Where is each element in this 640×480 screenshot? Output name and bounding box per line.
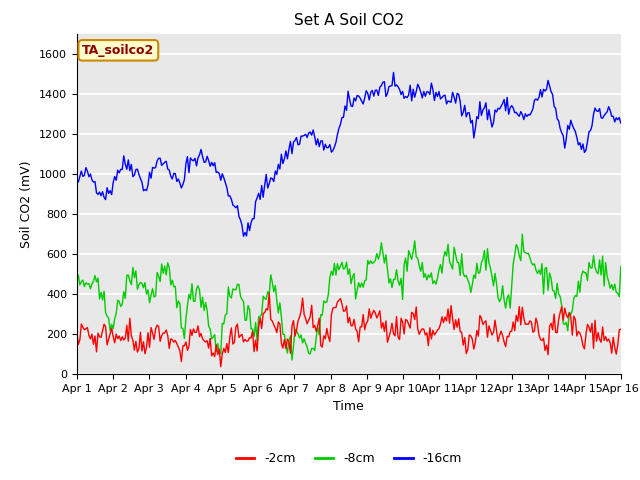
Legend: -2cm, -8cm, -16cm: -2cm, -8cm, -16cm bbox=[230, 447, 467, 470]
X-axis label: Time: Time bbox=[333, 400, 364, 413]
Title: Set A Soil CO2: Set A Soil CO2 bbox=[294, 13, 404, 28]
Text: TA_soilco2: TA_soilco2 bbox=[82, 44, 154, 57]
Y-axis label: Soil CO2 (mV): Soil CO2 (mV) bbox=[20, 160, 33, 248]
